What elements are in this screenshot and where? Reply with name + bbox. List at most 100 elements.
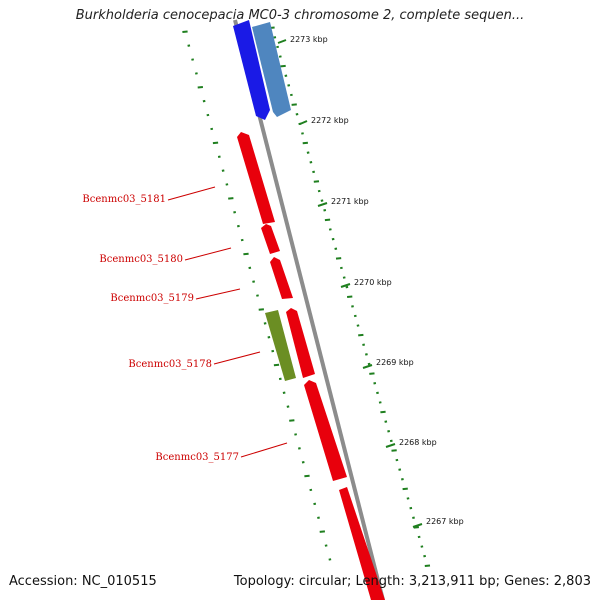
inner-tick-9 (217, 155, 221, 158)
label-leader-5181 (167, 186, 216, 201)
outer-tick-37 (373, 382, 377, 385)
inner-tick-14 (236, 224, 240, 228)
feature-blue-upper[interactable] (233, 20, 270, 120)
inner-tick-5 (202, 99, 206, 103)
inner-tick-31 (301, 461, 305, 464)
outer-tick-51 (412, 516, 415, 519)
outer-tick-32 (358, 333, 364, 337)
gene-label-5180[interactable]: Bcenmc03_5180 (99, 254, 183, 265)
gene-label-5178[interactable]: Bcenmc03_5178 (128, 359, 212, 370)
outer-tick-20 (324, 218, 331, 222)
label-leader-5179 (195, 288, 241, 300)
scale-tick-2270 (340, 283, 351, 288)
inner-tick-18 (252, 280, 256, 283)
outer-tick-31 (356, 324, 360, 327)
outer-tick-41 (384, 420, 388, 423)
inner-tick-29 (294, 433, 298, 436)
outer-tick-38 (376, 391, 379, 395)
outer-tick-55 (423, 554, 427, 558)
outer-tick-15 (312, 170, 316, 174)
outer-tick-36 (369, 372, 375, 375)
outer-tick-39 (378, 401, 382, 404)
scale-label-2268: 2268 kbp (399, 438, 437, 447)
inner-tick-track (182, 30, 332, 561)
gene-bcenmc03-5178-adjacent[interactable] (286, 308, 315, 378)
outer-tick-4 (280, 64, 286, 68)
inner-tick-38 (328, 558, 332, 561)
outer-tick-3 (278, 55, 282, 58)
outer-tick-17 (317, 189, 321, 193)
outer-tick-56 (424, 564, 431, 567)
scale-tick-2273 (277, 39, 287, 44)
outer-tick-26 (342, 276, 346, 279)
gene-bcenmc03-5181[interactable] (237, 132, 275, 224)
scale-tick-2268 (385, 443, 396, 448)
outer-tick-27 (345, 285, 349, 289)
gene-lower-red[interactable] (339, 487, 385, 600)
inner-tick-32 (304, 474, 310, 478)
gene-label-5179[interactable]: Bcenmc03_5179 (110, 293, 194, 304)
gene-bcenmc03-5179[interactable] (270, 257, 293, 299)
scale-tick-2267 (412, 523, 423, 528)
inner-tick-25 (278, 377, 282, 381)
label-leader-5178 (213, 351, 261, 365)
inner-tick-16 (243, 252, 249, 256)
outer-tick-42 (387, 430, 391, 433)
inner-tick-6 (206, 113, 210, 117)
outer-tick-23 (334, 247, 338, 250)
inner-tick-2 (191, 58, 195, 61)
scale-tick-2272 (299, 120, 308, 125)
inner-tick-15 (240, 238, 244, 242)
outer-tick-1 (273, 36, 277, 39)
outer-tick-25 (339, 266, 343, 270)
inner-tick-7 (210, 127, 214, 131)
outer-tick-6 (287, 84, 291, 87)
outer-tick-50 (409, 506, 413, 510)
inner-tick-24 (273, 363, 280, 367)
feature-steelblue-upper[interactable] (252, 22, 291, 117)
scale-label-2269: 2269 kbp (376, 358, 414, 367)
outer-tick-35 (367, 362, 371, 366)
inner-tick-12 (228, 197, 234, 200)
outer-tick-11 (301, 132, 304, 135)
inner-tick-22 (267, 336, 271, 339)
inner-tick-17 (248, 266, 252, 270)
outer-tick-29 (351, 305, 354, 308)
gene-label-5181[interactable]: Bcenmc03_5181 (82, 194, 166, 205)
gene-label-5177[interactable]: Bcenmc03_5177 (155, 452, 239, 463)
map-title: Burkholderia cenocepacia MC0-3 chromosom… (75, 8, 525, 23)
outer-tick-21 (328, 228, 332, 231)
feature-bcenmc03-5178[interactable] (265, 310, 296, 381)
inner-tick-19 (256, 294, 259, 297)
outer-tick-13 (306, 151, 310, 154)
outer-tick-48 (402, 487, 408, 491)
outer-tick-44 (391, 449, 397, 452)
scale-label-2267: 2267 kbp (426, 517, 464, 526)
label-leader-5180 (184, 247, 232, 261)
inner-tick-35 (317, 516, 320, 519)
outer-tick-43 (389, 439, 393, 443)
label-leader-5177 (240, 442, 288, 458)
outer-tick-18 (320, 199, 324, 202)
outer-tick-24 (335, 257, 342, 260)
scale-tick-2269 (362, 364, 373, 369)
outer-tick-22 (331, 237, 335, 241)
outer-tick-7 (289, 93, 293, 97)
outer-tick-19 (323, 209, 327, 212)
inner-tick-20 (258, 308, 264, 311)
inner-tick-10 (221, 169, 225, 172)
gene-bcenmc03-5180[interactable] (261, 224, 280, 254)
outer-tick-track (269, 26, 431, 567)
scale-label-2273: 2273 kbp (290, 35, 328, 44)
gene-bcenmc03-5177[interactable] (304, 380, 347, 481)
inner-tick-1 (187, 44, 191, 47)
outer-tick-16 (313, 180, 320, 183)
inner-tick-4 (197, 86, 203, 89)
inner-tick-26 (282, 391, 286, 394)
outer-tick-33 (362, 343, 366, 346)
outer-tick-49 (406, 497, 410, 500)
outer-tick-2 (276, 45, 280, 49)
inner-tick-28 (289, 419, 295, 422)
inner-tick-33 (309, 488, 313, 492)
